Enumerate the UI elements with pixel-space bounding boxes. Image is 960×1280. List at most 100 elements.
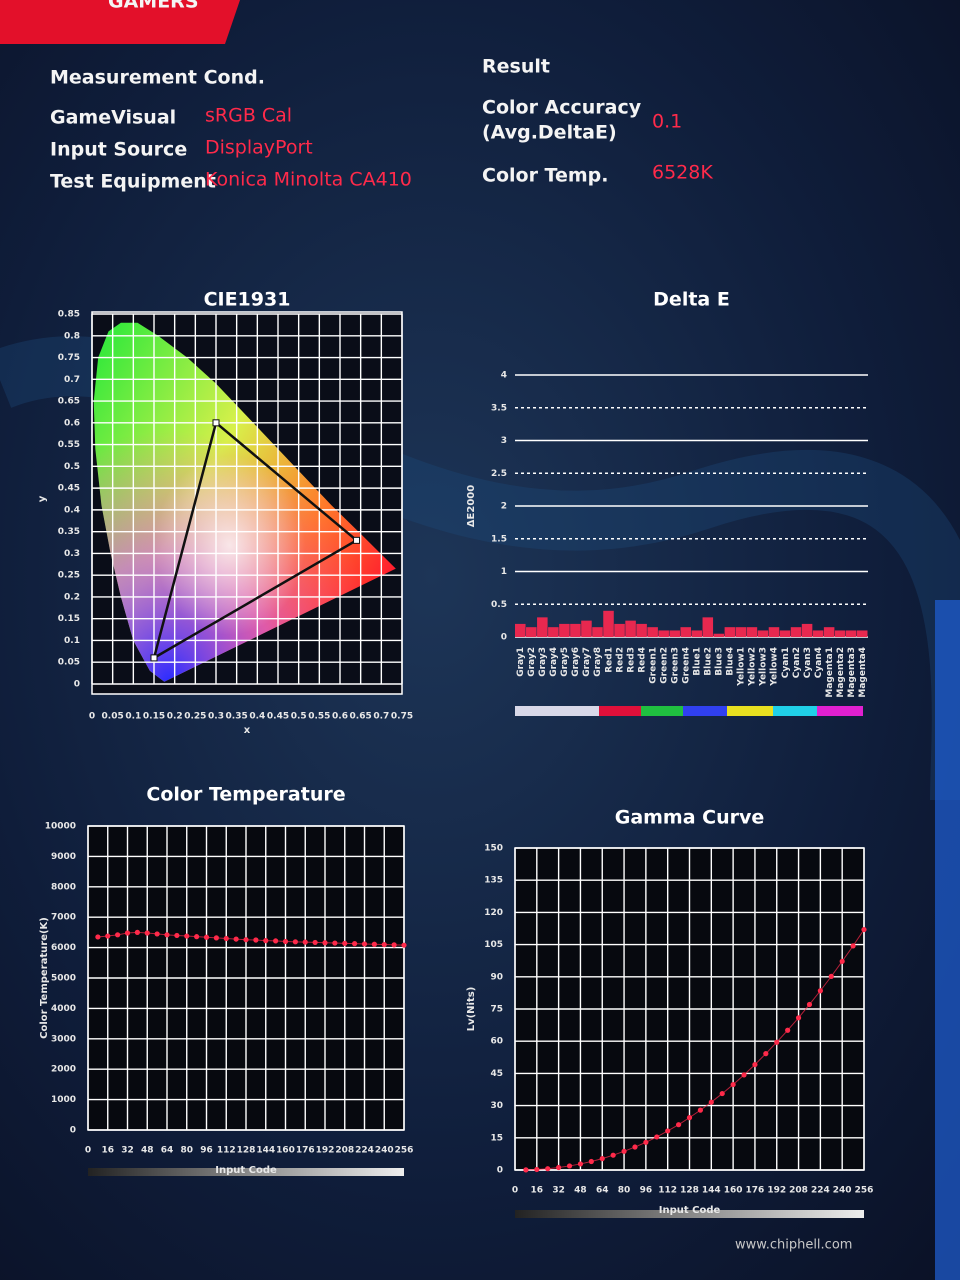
x-tick-label: 0.4: [249, 712, 265, 722]
data-point: [203, 934, 210, 940]
x-tick-label: Blue1: [693, 647, 703, 676]
bar: [515, 623, 526, 637]
bar: [746, 627, 758, 637]
x-tick-label: 0.7: [373, 712, 389, 722]
data-point: [545, 1166, 551, 1172]
x-tick-label: Magenta4: [858, 647, 868, 698]
y-tick-label: 0.55: [58, 440, 80, 450]
bar: [603, 610, 614, 637]
y-tick-label: 0.35: [58, 527, 80, 537]
data-point: [839, 958, 845, 964]
x-tick-label: Gray4: [549, 647, 559, 677]
data-point: [361, 941, 368, 947]
y-tick-label: 7000: [51, 913, 76, 923]
data-point: [154, 931, 160, 937]
delta-e-strip: [515, 706, 863, 716]
data-point: [381, 941, 387, 948]
y-tick-label: 0.05: [58, 658, 80, 668]
data-point: [371, 941, 377, 947]
data-point: [665, 1128, 671, 1134]
data-point: [174, 932, 180, 939]
brand-banner: [0, 0, 240, 44]
x-tick-label: Green1: [648, 647, 658, 684]
data-point: [391, 942, 397, 948]
condition-value: DisplayPort: [205, 137, 313, 159]
bar: [724, 627, 736, 637]
brand: GAMERS: [108, 0, 199, 13]
y-tick-label: 4000: [51, 1004, 76, 1014]
bar: [537, 617, 548, 637]
bar: [559, 623, 570, 637]
y-tick-label: 1.5: [491, 534, 507, 544]
y-tick-label: 2: [501, 502, 507, 512]
x-tick-label: Gray8: [593, 647, 603, 677]
y-tick-label: 3: [501, 436, 507, 446]
gamut-point: [353, 536, 361, 544]
bar: [713, 633, 725, 637]
x-tick-label: 0: [512, 1186, 518, 1196]
y-tick-label: 2.5: [491, 469, 507, 479]
data-point: [312, 939, 318, 946]
data-point: [643, 1139, 649, 1145]
y-tick-label: 0.85: [58, 310, 80, 320]
condition-value: sRGB Cal: [205, 105, 292, 127]
data-point: [763, 1051, 769, 1057]
data-point: [610, 1152, 616, 1158]
x-tick-label: Blue4: [726, 647, 736, 676]
x-tick-label: 192: [767, 1186, 786, 1196]
data-point: [352, 941, 358, 947]
data-point: [184, 933, 190, 939]
result-value: 0.1: [652, 111, 682, 133]
x-tick-label: 240: [833, 1186, 852, 1196]
x-tick-label: 112: [217, 1146, 236, 1156]
conditions-title: Measurement Cond.: [50, 67, 265, 89]
data-point: [322, 940, 328, 946]
bar: [702, 617, 714, 637]
data-point: [817, 988, 823, 994]
x-tick-label: Green2: [659, 647, 669, 684]
x-tick-label: 256: [395, 1146, 414, 1156]
bar: [614, 623, 625, 637]
data-point: [332, 940, 338, 946]
bar: [801, 623, 813, 637]
chart-title: Color Temperature: [146, 784, 345, 806]
x-tick-label: 144: [256, 1146, 275, 1156]
x-tick-label: 0.25: [184, 712, 206, 722]
y-tick-label: 2000: [51, 1065, 76, 1075]
strip-cyan: [773, 706, 817, 716]
y-tick-label: 0.8: [64, 331, 80, 341]
x-tick-label: Magenta1: [825, 647, 835, 698]
bar: [570, 623, 581, 637]
y-tick-label: 0.3: [64, 549, 80, 559]
y-tick-label: 0.45: [58, 484, 80, 494]
y-tick-label: 0.2: [64, 592, 80, 602]
x-tick-label: 16: [101, 1146, 114, 1156]
x-tick-label: 128: [237, 1146, 256, 1156]
bar: [680, 627, 691, 637]
screen-edge: [935, 600, 960, 1280]
bar: [735, 627, 747, 637]
x-tick-label: 256: [855, 1186, 874, 1196]
data-point: [719, 1090, 725, 1097]
y-tick-label: 90: [490, 972, 503, 982]
chart-title: CIE1931: [204, 289, 291, 311]
y-tick-label: 8000: [51, 882, 76, 892]
strip-gray: [515, 706, 599, 716]
bar: [768, 627, 780, 637]
y-tick-label: 60: [490, 1037, 503, 1047]
bar: [845, 630, 857, 637]
bar: [856, 630, 868, 637]
bar: [834, 630, 846, 637]
strip-red: [599, 706, 641, 716]
gamut-point: [212, 419, 220, 427]
x-tick-label: 0.55: [308, 712, 330, 722]
y-axis-label: Color Temperature(K): [39, 917, 50, 1039]
bar: [526, 627, 537, 637]
x-tick-label: 80: [180, 1146, 193, 1156]
data-point: [675, 1122, 682, 1128]
result-value: 6528K: [652, 162, 713, 184]
x-tick-label: 160: [276, 1146, 295, 1156]
result-label: (Avg.DeltaE): [482, 122, 617, 144]
x-tick-label: Yellow1: [737, 647, 747, 687]
